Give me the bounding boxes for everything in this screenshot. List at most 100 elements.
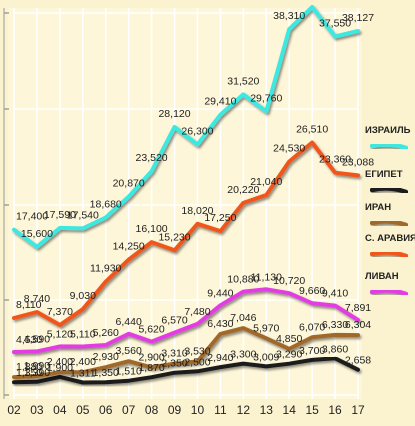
series-1-point [333,357,336,360]
x-tick-label: 05 [76,403,90,417]
series-3-data-label: 24,530 [273,143,305,155]
series-1-point [12,381,15,384]
series-4-point [242,290,245,293]
series-0-point [127,195,130,198]
series-3-point [265,193,268,196]
legend-label: ЕГИПЕТ [365,169,403,180]
series-3-point [81,308,84,311]
series-4-data-label: 5,260 [93,327,119,339]
series-1-point [127,379,130,382]
series-4-data-label: 9,410 [322,288,348,300]
series-0-point [219,113,222,116]
series-1-point [288,362,291,365]
series-3-point [242,201,245,204]
legend-label: ИРАН [365,202,391,213]
x-tick-label: 08 [145,403,159,417]
series-0-point [356,29,359,32]
series-2-point [219,332,222,335]
series-3-point [333,171,336,174]
x-tick-label: 03 [30,403,44,417]
x-tick-label: 11 [214,403,227,417]
series-4-point [12,350,15,353]
series-4-data-label: 7,480 [184,306,210,318]
legend-swatch [372,144,406,148]
series-1-point [265,365,268,368]
legend-swatch [372,188,406,192]
x-tick-label: 17 [351,403,365,417]
x-tick-label: 14 [283,403,297,417]
series-2-data-label: 6,304 [345,319,371,331]
x-tick-label: 07 [122,403,136,417]
series-1-data-label: 3,860 [322,343,348,355]
series-1-point [35,380,38,383]
series-2-point [311,336,314,339]
series-2-point [356,334,359,337]
series-2-point [333,333,336,336]
series-2-point [242,326,245,329]
series-1-point [242,362,245,365]
series-1-point [150,376,153,379]
series-0-data-label: 29,410 [204,96,236,108]
series-3-data-label: 9,030 [70,290,96,302]
legend-swatch [372,290,406,294]
legend-label: С. АРАВИЯ [365,233,415,244]
series-0-point [311,5,314,8]
series-3-point [311,141,314,144]
series-1-data-label: 2,658 [345,355,371,367]
series-0-data-label: 38,310 [273,10,305,22]
series-1-point [81,381,84,384]
series-0-point [265,110,268,113]
legend-label: ЛИВАН [365,271,399,282]
series-4-point [311,302,314,305]
series-4-point [333,304,336,307]
series-4-point [81,345,84,348]
series-4-point [104,343,107,346]
series-3-data-label: 11,930 [90,263,121,275]
series-0-data-label: 15,600 [21,228,53,240]
series-0-data-label: 23,520 [136,152,168,164]
series-3-data-label: 7,370 [47,306,73,318]
series-3-point [12,316,15,319]
series-4-point [265,288,268,291]
x-tick-label: 16 [328,403,342,417]
series-3-point [150,240,153,243]
series-0-data-label: 31,520 [227,75,259,87]
series-4-data-label: 9,440 [207,287,233,299]
series-3-point [173,249,176,252]
series-3-data-label: 17,250 [204,212,236,224]
series-4-data-label: 7,891 [345,302,371,314]
series-4-point [58,345,61,348]
x-tick-label: 12 [237,403,251,417]
series-2-point [127,360,130,363]
series-3-point [196,222,199,225]
series-0-point [242,93,245,96]
series-2-point [265,337,268,340]
series-0-point [150,170,153,173]
series-3-point [58,323,61,326]
series-3-point [356,174,359,177]
series-0-data-label: 29,760 [250,92,282,104]
series-1-point [173,371,176,374]
series-0-point [58,226,61,229]
series-4-point [288,292,291,295]
series-0-point [104,216,107,219]
series-4-point [150,340,153,343]
series-0-point [35,245,38,248]
series-0-data-label: 20,870 [113,178,145,190]
series-0-point [196,143,199,146]
series-2-data-label: 4,850 [276,333,302,345]
series-3-point [219,230,222,233]
series-4-point [173,331,176,334]
x-tick-label: 09 [168,403,182,417]
series-0-data-label: 18,680 [90,199,122,211]
series-3-point [127,258,130,261]
series-3-data-label: 15,230 [158,231,190,243]
series-3-data-label: 8,740 [24,293,50,305]
x-tick-label: 04 [53,403,67,417]
series-0-data-label: 38,127 [342,12,374,24]
series-4-point [127,332,130,335]
series-0-point [333,35,336,38]
series-0-point [288,28,291,31]
